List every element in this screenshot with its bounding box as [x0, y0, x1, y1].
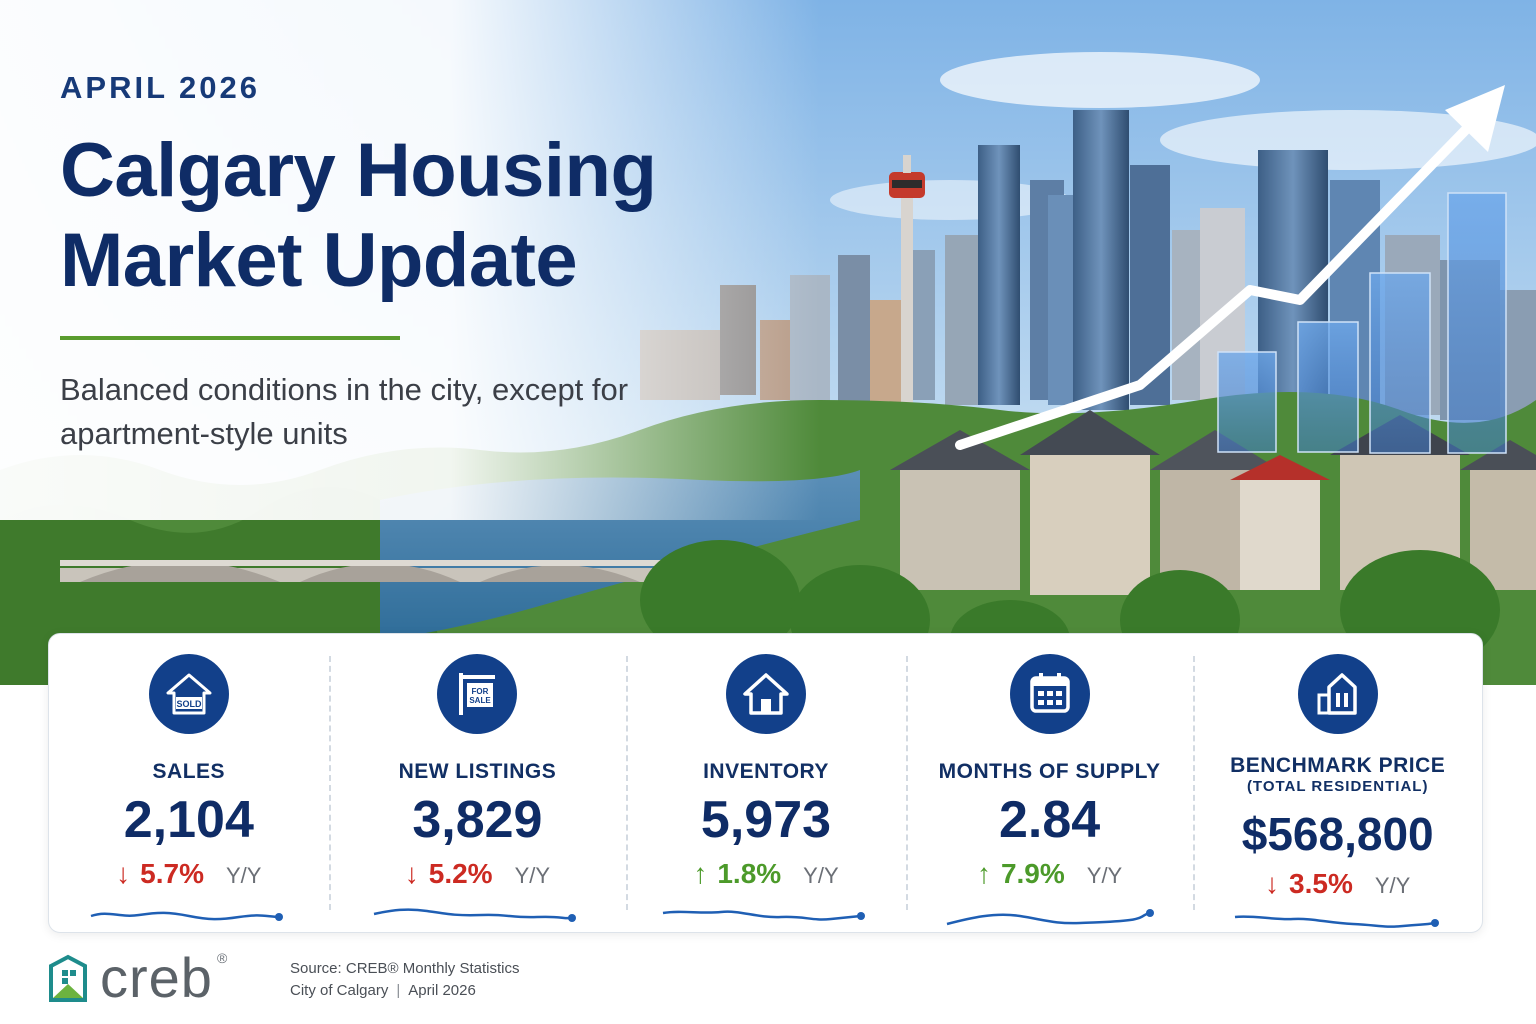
registered-mark: ®: [216, 950, 228, 966]
stat-label: BENCHMARK PRICE: [1230, 754, 1446, 777]
stat-value: 3,829: [412, 791, 543, 849]
stat-change: ↓ 3.5% Y/Y: [1193, 868, 1482, 900]
hero-image: APRIL 2026 Calgary Housing Market Update…: [0, 0, 1536, 685]
svg-text:SOLD: SOLD: [176, 699, 202, 709]
stat-months-of-supply: MONTHS OF SUPPLY 2.84 ↑ 7.9% Y/Y: [905, 634, 1194, 932]
creb-logo: creb ®: [48, 950, 227, 1006]
stat-value: 2.84: [998, 791, 1101, 849]
title-line-1: Calgary Housing: [60, 128, 657, 213]
source-date: April 2026: [408, 982, 476, 999]
logo-text: creb: [100, 946, 213, 1009]
title-line-2: Market Update: [60, 218, 578, 303]
stat-change: ↓ 5.7% Y/Y: [49, 858, 329, 890]
sparkline: [946, 909, 1154, 926]
change-unit: Y/Y: [225, 863, 262, 888]
sparkline: [374, 908, 577, 922]
stat-value: 2,104: [123, 791, 254, 849]
stat-value: $568,800: [1241, 808, 1434, 860]
change-percent: 1.8%: [717, 858, 782, 889]
trend-arrow-icon: [955, 85, 1505, 450]
arrow-down-icon: ↓: [404, 858, 419, 889]
source-city: City of Calgary: [290, 982, 389, 999]
report-date: APRIL 2026: [60, 70, 261, 105]
sold-sign-icon: SOLD: [148, 654, 229, 734]
arrow-down-icon: ↓: [116, 858, 131, 889]
change-percent: 5.2%: [428, 858, 493, 889]
change-unit: Y/Y: [514, 863, 551, 888]
stat-label: MONTHS OF SUPPLY: [938, 760, 1161, 783]
stat-sales: SOLD SALES 2,104 ↓ 5.7% Y/Y: [49, 634, 329, 932]
source-note: Source: CREB® Monthly Statistics City of…: [290, 958, 519, 1002]
houses: [890, 410, 1536, 595]
tagline: Balanced conditions in the city, except …: [60, 372, 629, 451]
stat-value: 5,973: [700, 791, 832, 849]
arrow-up-icon: ↑: [976, 858, 991, 889]
page-title: Calgary Housing Market Update: [60, 126, 820, 306]
for-sale-sign-icon: FOR SALE: [437, 654, 518, 734]
stat-change: ↑ 1.8% Y/Y: [626, 858, 906, 890]
creb-logo-icon: [49, 954, 87, 1002]
svg-text:FOR: FOR: [472, 687, 489, 696]
stat-benchmark-price: BENCHMARK PRICE (TOTAL RESIDENTIAL) $568…: [1193, 634, 1482, 932]
arrow-up-icon: ↑: [693, 858, 708, 889]
stat-change: ↓ 5.2% Y/Y: [329, 858, 627, 890]
header: APRIL 2026 Calgary Housing Market Update…: [60, 70, 820, 456]
stats-panel: SOLD SALES 2,104 ↓ 5.7% Y/Y FOR SALE NEW…: [48, 633, 1483, 933]
change-unit: Y/Y: [1086, 863, 1123, 888]
stat-inventory: INVENTORY 5,973 ↑ 1.8% Y/Y: [626, 634, 906, 932]
change-unit: Y/Y: [803, 863, 839, 888]
change-percent: 3.5%: [1289, 868, 1353, 899]
svg-text:SALE: SALE: [470, 696, 492, 705]
buildings-icon: [1297, 654, 1378, 734]
source-line: Source: CREB® Monthly Statistics: [290, 960, 520, 977]
sparkline: [90, 911, 283, 921]
rising-bars-graphic: [1217, 192, 1507, 454]
change-unit: Y/Y: [1374, 873, 1411, 898]
change-percent: 5.7%: [140, 858, 204, 889]
calgary-tower: [889, 155, 925, 405]
stat-change: ↑ 7.9% Y/Y: [906, 858, 1194, 890]
source-separator: |: [396, 982, 401, 999]
stat-label: NEW LISTINGS: [398, 760, 557, 783]
stat-new-listings: FOR SALE NEW LISTINGS 3,829 ↓ 5.2% Y/Y: [328, 634, 627, 932]
house-icon: [725, 654, 806, 734]
hero-fade-overlay: [0, 0, 820, 520]
stat-label: INVENTORY: [703, 760, 829, 783]
bridge: [60, 560, 670, 582]
change-percent: 7.9%: [1000, 858, 1065, 889]
stat-sublabel: (TOTAL RESIDENTIAL): [1246, 778, 1429, 795]
stat-label: SALES: [152, 760, 226, 783]
sparkline: [1234, 915, 1439, 928]
calendar-icon: [1009, 654, 1090, 734]
title-divider: [60, 336, 400, 340]
sparkline: [662, 910, 865, 921]
source-line-2: City of Calgary | April 2026: [290, 980, 519, 1002]
arrow-down-icon: ↓: [1265, 868, 1280, 899]
